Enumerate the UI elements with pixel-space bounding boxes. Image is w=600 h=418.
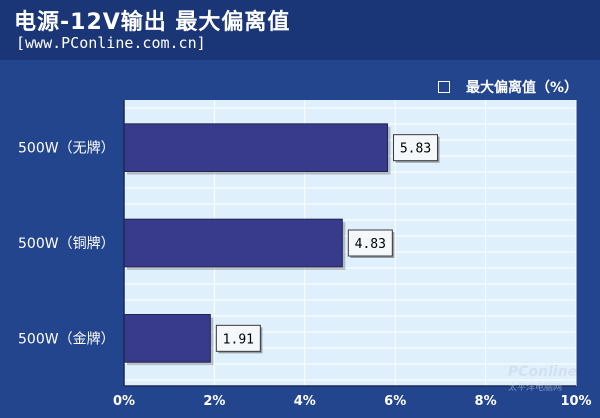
header-band: 电源-12V输出 最大偏离值 [www.PConline.com.cn] (0, 0, 600, 60)
x-tick-label: 4% (294, 394, 316, 409)
legend: 最大偏离值（%） (438, 77, 578, 97)
x-tick-label: 2% (203, 394, 225, 409)
bar (123, 314, 211, 363)
data-label: 5.83 (400, 142, 431, 157)
x-tick-label: 6% (384, 394, 406, 409)
legend-swatch (438, 81, 450, 93)
data-label: 4.83 (355, 237, 386, 252)
data-label-box (393, 134, 439, 162)
legend-label: 最大偏离值（%） (466, 80, 579, 96)
watermark-subtext: 太平洋电脑网 (508, 383, 563, 393)
x-tick-label: 8% (475, 394, 497, 409)
category-label: 500W（金牌） (18, 330, 115, 347)
data-label: 1.91 (223, 332, 254, 347)
site-url: [www.PConline.com.cn] (16, 34, 206, 52)
watermark-text: PConline (508, 364, 578, 380)
category-label: 500W（无牌） (18, 140, 115, 157)
bar (123, 218, 343, 268)
x-tick-label: 10% (560, 394, 591, 409)
data-label-box (347, 229, 393, 257)
x-tick-label: 0% (113, 394, 135, 409)
data-label-box (215, 324, 261, 352)
watermark: PConline 太平洋电脑网 (508, 364, 577, 393)
bar (123, 123, 389, 173)
chart-title: 电源-12V输出 最大偏离值 (14, 10, 291, 35)
category-label: 500W（铜牌） (18, 235, 115, 252)
